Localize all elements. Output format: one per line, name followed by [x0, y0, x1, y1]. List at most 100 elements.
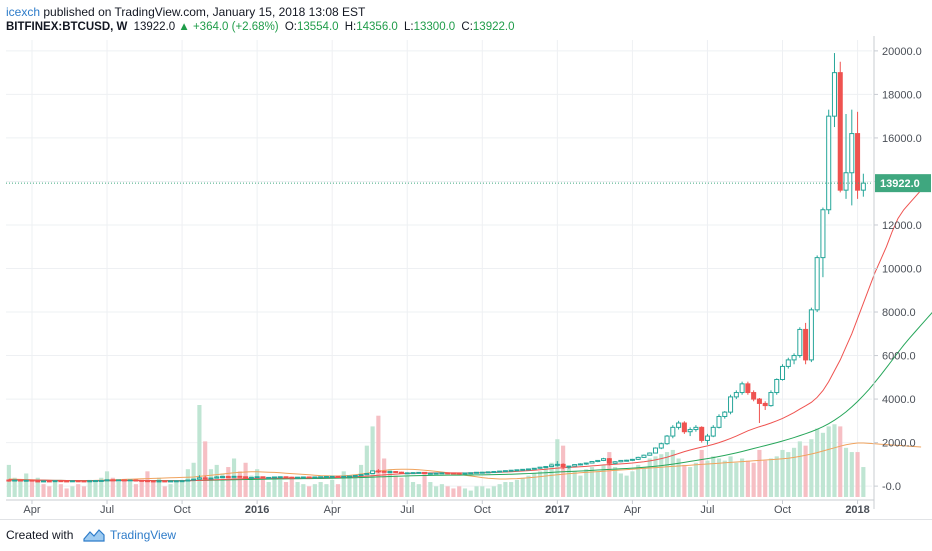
volume-bar [688, 467, 693, 497]
volume-bar [607, 452, 612, 497]
candle-body [92, 480, 99, 483]
candle-body [81, 480, 87, 483]
volume-bar [35, 477, 40, 497]
candle-body [497, 470, 503, 473]
candle-body [208, 477, 214, 480]
published-text: published on TradingView.com, January 15… [43, 5, 366, 19]
candle [658, 442, 664, 450]
candle [306, 476, 312, 479]
candle-body [837, 72, 843, 191]
candle [248, 476, 254, 479]
time-tick-label: Apr [23, 504, 40, 516]
volume-bar [578, 475, 583, 497]
volume-bar [664, 452, 670, 497]
volume-bar [347, 477, 352, 497]
volume-bar [636, 464, 641, 497]
candle-body [87, 480, 93, 483]
candle-body [179, 480, 185, 483]
candle-body [12, 479, 18, 482]
candle-body [150, 480, 156, 483]
candle [635, 456, 641, 461]
volume-bar [549, 462, 554, 497]
price-tick-label: 16000.0 [882, 133, 922, 145]
volume-bar [774, 456, 779, 497]
candle-body [572, 464, 578, 467]
candle-body [422, 471, 428, 474]
candle-body [295, 476, 301, 479]
author-link[interactable]: icexch [6, 5, 41, 19]
candle-body [98, 479, 104, 482]
candle [12, 479, 18, 482]
tradingview-brand-link[interactable]: TradingView [110, 528, 177, 542]
candle [364, 472, 370, 476]
candle-body [127, 479, 133, 482]
candle-body [318, 476, 324, 479]
candle [624, 459, 630, 462]
candle-body [525, 468, 532, 471]
candle-body [173, 480, 179, 483]
volume-bar [532, 473, 537, 497]
candle [595, 459, 601, 463]
candle [491, 471, 497, 474]
candle [808, 307, 814, 363]
volume-bar [52, 482, 58, 497]
volume-bar [12, 477, 17, 497]
candle [831, 53, 837, 128]
candle-body [306, 476, 312, 479]
time-axis[interactable]: Apr Jul Oct 2016 Apr Jul Oct 2017 Apr Jul Oct 2018 [6, 499, 874, 516]
candle [814, 255, 820, 313]
candle [549, 464, 555, 468]
candle-body [58, 480, 64, 483]
chart-canvas[interactable]: -0.0 2000.0 4000.0 6000.0 8000.0 10000.0 12000… [0, 0, 932, 520]
volume-bar [318, 482, 323, 497]
volume-bar [168, 484, 173, 497]
volume-bar [659, 454, 664, 497]
candle [826, 109, 832, 215]
price-tick-label: 2000.0 [882, 438, 916, 450]
volume-bar [480, 486, 485, 497]
volume-bar [341, 471, 346, 497]
candle-body [468, 472, 474, 475]
volume-bar [462, 488, 468, 497]
volume-bar [237, 471, 242, 497]
candle [416, 471, 422, 474]
tradingview-logo-icon[interactable] [83, 527, 105, 543]
volume-bar [439, 484, 444, 497]
candle [728, 394, 734, 415]
volume-bar [226, 467, 231, 497]
candle-body [589, 461, 595, 464]
volume-bar [647, 458, 652, 497]
candle [589, 461, 595, 464]
candle-body [843, 172, 849, 191]
candle-body [243, 476, 249, 479]
volume-bar [572, 471, 577, 497]
candle-body [416, 471, 422, 474]
volume-bar [47, 486, 52, 497]
candle [75, 480, 81, 483]
chart-background [0, 0, 932, 520]
candle-body [346, 475, 353, 478]
volume-bar [330, 479, 335, 497]
candle-body [491, 471, 497, 474]
candle [618, 459, 624, 463]
price-axis[interactable]: -0.0 2000.0 4000.0 6000.0 8000.0 10000.0 12000… [873, 36, 931, 509]
candle [329, 475, 335, 478]
volume-bar [220, 473, 225, 497]
candle [260, 476, 266, 479]
candle-body [266, 476, 272, 479]
candle-body [364, 472, 370, 476]
candle-body [785, 359, 791, 367]
candle-body [826, 115, 832, 211]
candle-body [549, 464, 555, 468]
close-label: C: [461, 21, 473, 33]
volume-bar [133, 484, 138, 497]
candle-body [375, 470, 381, 473]
candle-body [17, 479, 23, 482]
candle-body [756, 398, 762, 404]
candle [110, 479, 116, 482]
candle [601, 457, 607, 462]
candle-body [41, 480, 47, 483]
volume-bar [289, 477, 294, 497]
symbol-label[interactable]: BITFINEX:BTCUSD, W [6, 21, 128, 33]
candle [387, 471, 393, 474]
